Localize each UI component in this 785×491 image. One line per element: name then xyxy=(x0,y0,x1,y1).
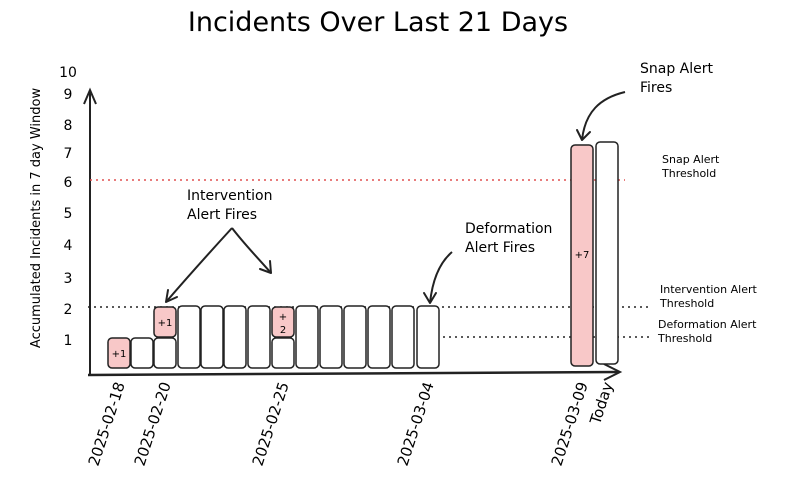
annotation: Intervention Alert Fires xyxy=(165,188,272,303)
increment-label: +1 xyxy=(112,349,127,360)
annotation-arrow xyxy=(231,227,272,274)
axes xyxy=(83,87,623,381)
increment-label: +1 xyxy=(158,318,173,329)
bar-segment xyxy=(130,337,154,369)
bar-increment-segment xyxy=(570,144,594,367)
x-tick-label: 2025-03-09 xyxy=(548,380,592,468)
bar-2025-02-27 xyxy=(319,305,343,369)
x-axis-line xyxy=(87,370,619,377)
x-axis-arrow xyxy=(603,363,623,381)
y-tick-label: 1 xyxy=(64,333,73,349)
y-tick-label: 10 xyxy=(59,65,77,81)
bar-segment xyxy=(247,305,271,369)
bar-2025-02-20: +1 xyxy=(153,306,177,369)
bar-2025-02-28 xyxy=(343,305,367,369)
bar-Today xyxy=(595,141,619,365)
annotation-arrow xyxy=(581,91,626,141)
bar-segment xyxy=(223,305,247,369)
annotations: Intervention Alert Fires Deformation Alert … xyxy=(165,61,714,304)
bar-2025-03-04 xyxy=(416,305,440,369)
bar-increment-segment xyxy=(153,306,177,338)
y-tick-label: 8 xyxy=(64,118,73,134)
bar-increment-segment xyxy=(107,337,131,369)
y-tick-label: 2 xyxy=(64,302,73,318)
bar-segment xyxy=(319,305,343,369)
bar-segment xyxy=(153,337,177,369)
y-tick-label: 5 xyxy=(64,206,73,222)
bar-segment xyxy=(391,305,415,369)
y-axis-arrow xyxy=(83,87,97,105)
threshold-label: Deformation Alert Threshold xyxy=(657,318,757,345)
bars: +1 +1 + 2 +7 xyxy=(107,141,619,369)
annotation-text: Intervention Alert Fires xyxy=(187,188,272,223)
y-tick-label: 6 xyxy=(64,175,73,191)
annotation-arrow xyxy=(429,251,453,304)
bar-2025-03-09: +7 xyxy=(570,144,594,367)
annotation: Snap Alert Fires xyxy=(576,61,714,141)
bar-2025-02-19 xyxy=(130,337,154,369)
x-tick-label: 2025-02-20 xyxy=(131,380,175,468)
annotation-arrowhead xyxy=(165,289,178,303)
y-tick-label: 9 xyxy=(64,87,73,103)
bar-segment xyxy=(595,141,619,365)
bar-segment xyxy=(416,305,440,369)
y-tick-label: 7 xyxy=(64,146,73,162)
bar-2025-02-22 xyxy=(200,305,224,369)
annotation-arrow xyxy=(165,227,233,303)
y-tick-label: 4 xyxy=(64,238,73,254)
bar-segment xyxy=(295,305,319,369)
y-ticks: 1 2 3 4 5 6 7 8 9 10 xyxy=(59,65,77,349)
threshold-label: Intervention Alert Threshold xyxy=(659,283,758,310)
x-tick-label: 2025-02-25 xyxy=(249,380,293,468)
bar-2025-03-01 xyxy=(367,305,391,369)
threshold-label: Snap Alert Threshold xyxy=(661,153,720,180)
bar-2025-02-21 xyxy=(177,305,201,369)
x-tick-label: 2025-02-18 xyxy=(85,380,129,468)
annotation-text: Snap Alert Fires xyxy=(640,61,714,96)
bar-segment xyxy=(367,305,391,369)
bar-segment xyxy=(343,305,367,369)
annotation-arrowhead xyxy=(423,292,437,304)
bar-2025-03-02 xyxy=(391,305,415,369)
y-axis-label: Accumulated Incidents in 7 day Window xyxy=(29,88,44,349)
bar-2025-02-24 xyxy=(247,305,271,369)
bar-segment xyxy=(271,337,295,369)
annotation-arrowhead xyxy=(259,260,272,274)
bar-2025-02-26 xyxy=(295,305,319,369)
bar-increment-segment xyxy=(271,306,295,338)
increment-label: +7 xyxy=(575,250,590,261)
chart-title: Incidents Over Last 21 Days xyxy=(188,7,568,38)
annotation-arrowhead xyxy=(576,129,591,141)
bar-2025-02-18: +1 xyxy=(107,337,131,369)
bar-2025-02-23 xyxy=(223,305,247,369)
threshold-lines: Snap Alert Threshold Intervention Alert Thr… xyxy=(88,153,758,345)
increment-label: +2 xyxy=(279,312,287,336)
annotation: Deformation Alert Fires xyxy=(423,221,552,304)
bar-segment xyxy=(177,305,201,369)
y-tick-label: 3 xyxy=(64,271,73,287)
bar-2025-02-25: +2 xyxy=(271,306,295,369)
bar-segment xyxy=(200,305,224,369)
annotation-text: Deformation Alert Fires xyxy=(465,221,552,256)
x-tick-label: 2025-03-04 xyxy=(394,380,438,468)
x-ticks: 2025-02-18 2025-02-20 2025-02-25 2025-03-04… xyxy=(85,380,617,469)
